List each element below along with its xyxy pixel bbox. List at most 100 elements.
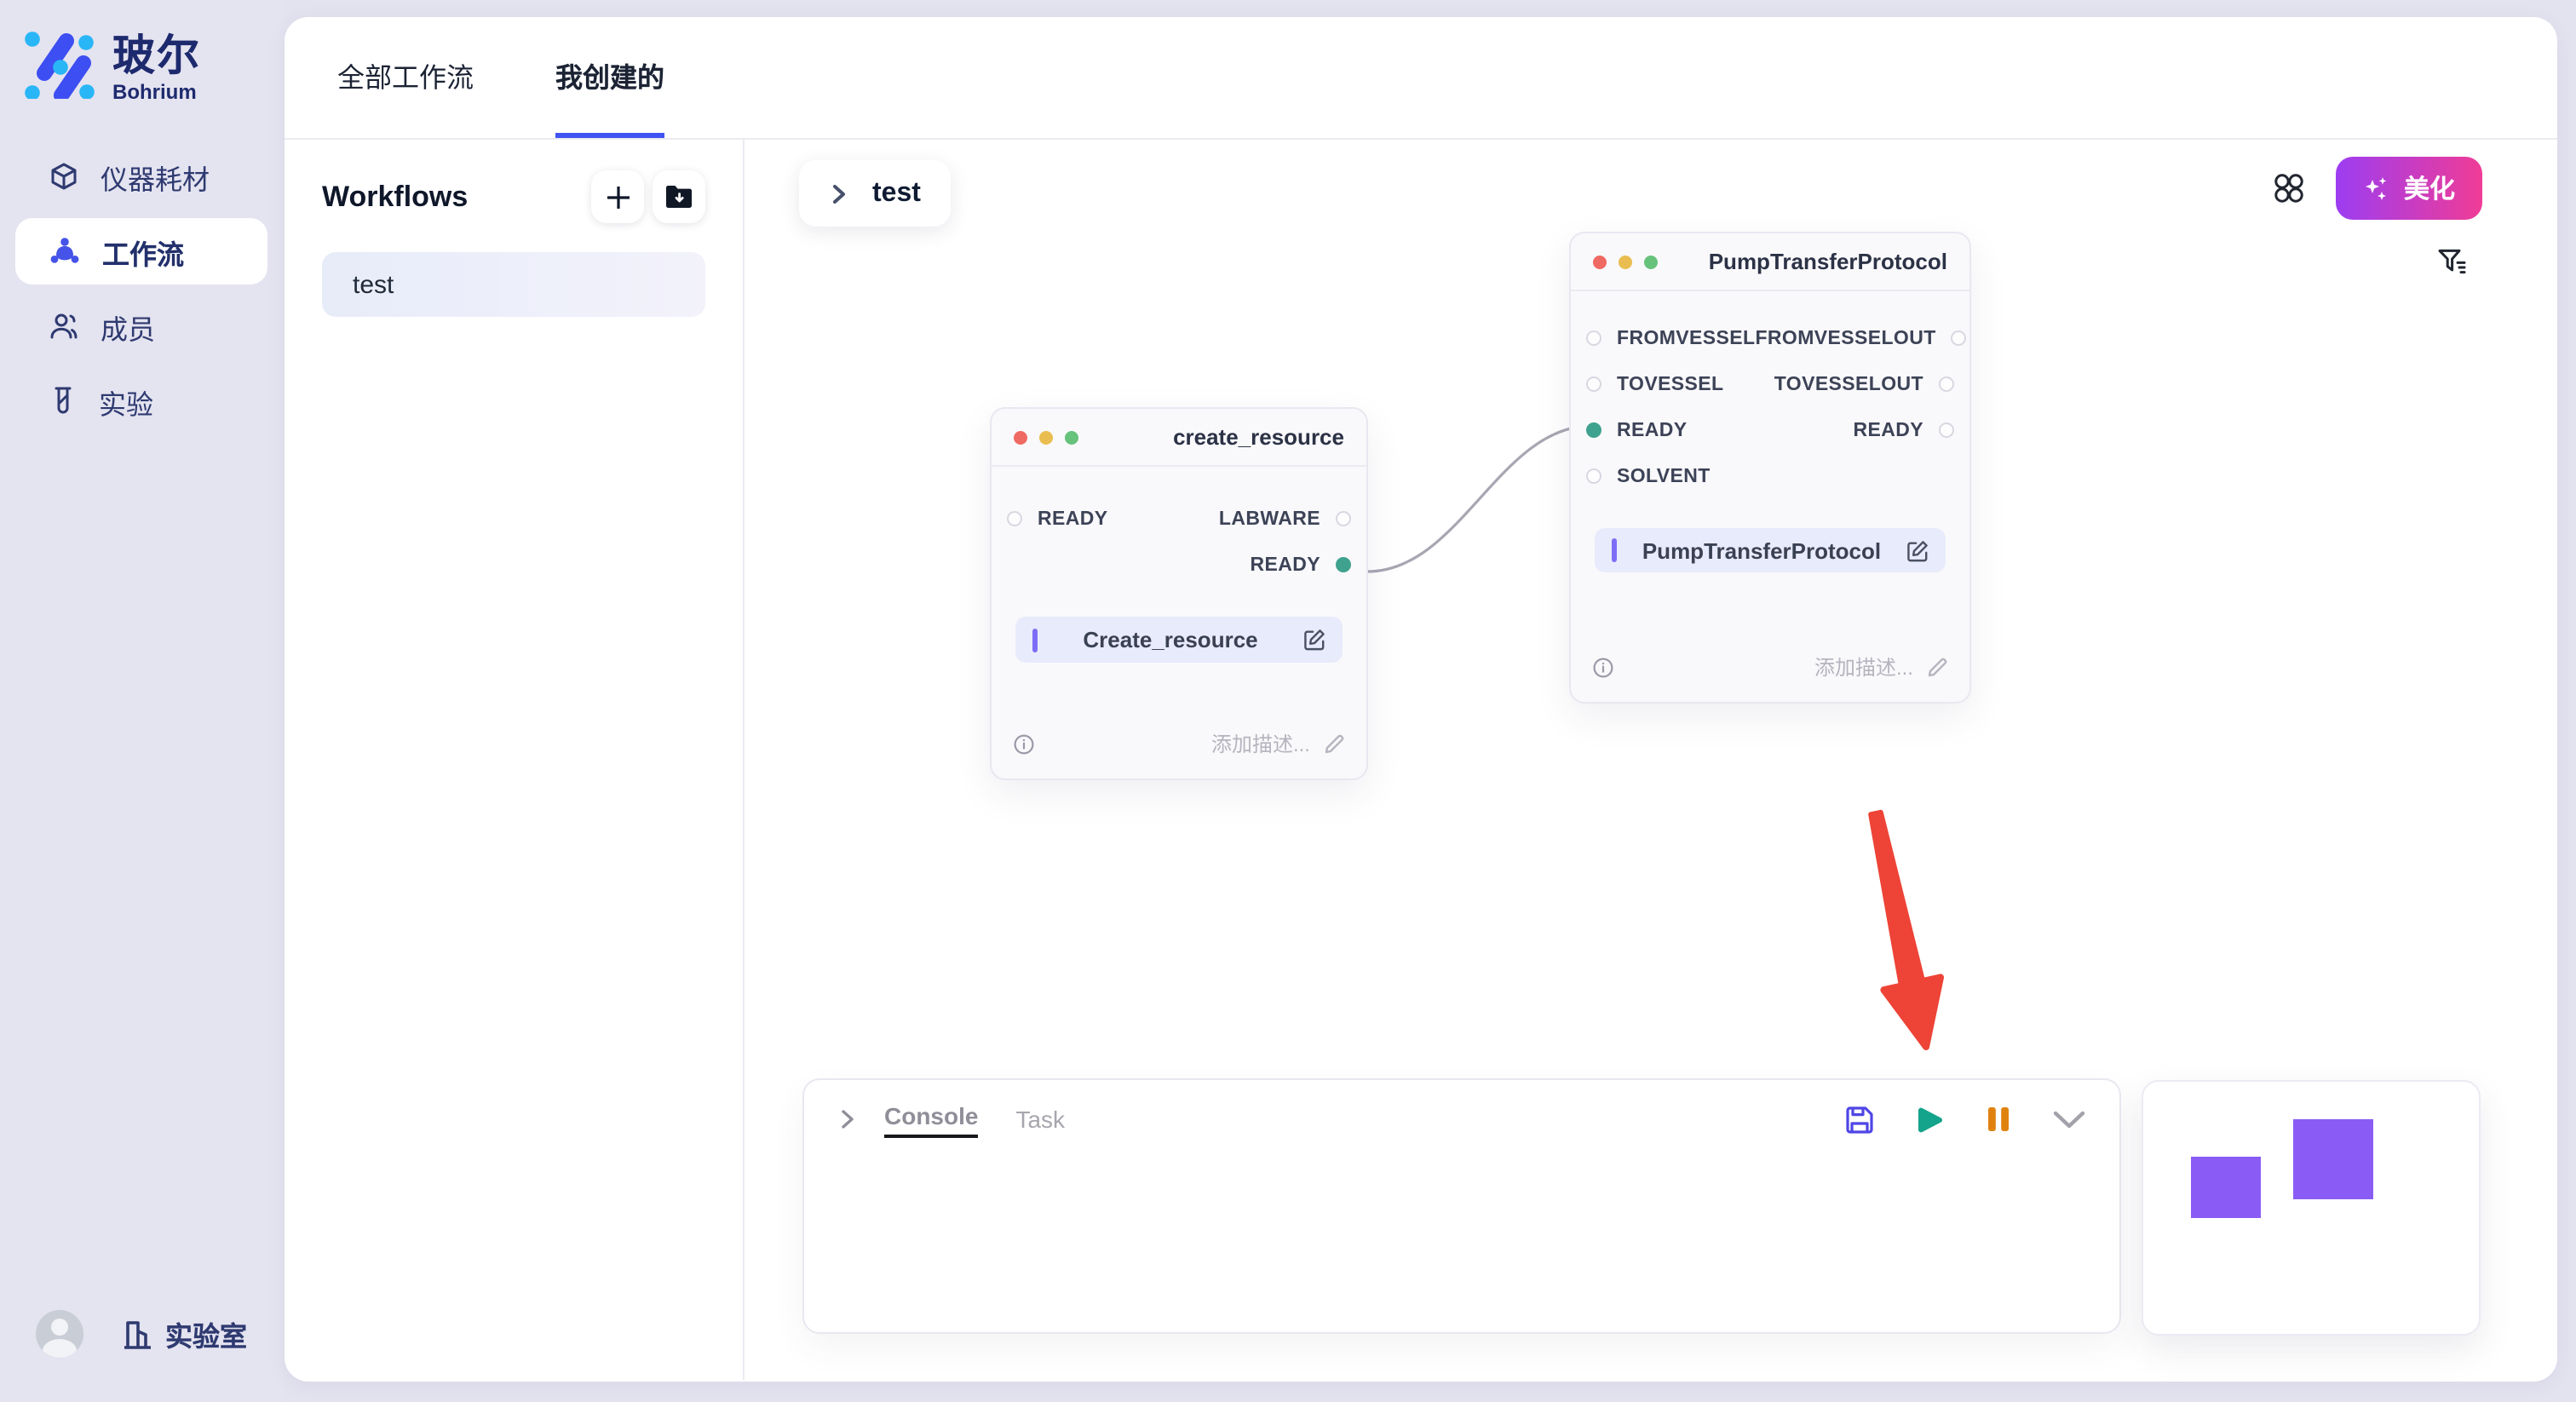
node-description-placeholder[interactable]: 添加描述... (1814, 656, 1913, 680)
output-port[interactable]: LABWARE (1219, 509, 1351, 529)
port-label: READY (1250, 554, 1320, 575)
edit-icon[interactable] (1906, 539, 1929, 561)
building-icon (124, 1320, 151, 1348)
minimap[interactable] (2142, 1080, 2481, 1336)
port-label: LABWARE (1218, 509, 1320, 529)
info-icon[interactable] (1593, 657, 1613, 677)
port-label: READY (1617, 420, 1688, 440)
lab-switcher[interactable]: 实验室 (121, 1313, 247, 1354)
port-label: TOVESSELOUT (1774, 374, 1923, 394)
node-action-button[interactable]: Create_resource (1015, 617, 1343, 663)
brand-name-en: Bohrium (112, 80, 197, 104)
run-button[interactable] (1917, 1105, 1944, 1134)
workflow-icon (50, 238, 79, 263)
light-yellow (1039, 430, 1053, 444)
input-port[interactable]: TOVESSEL (1586, 374, 1724, 394)
node-pump-transfer-protocol[interactable]: PumpTransferProtocol FROMVESSEL FROMVESS… (1569, 232, 1971, 704)
sidebar-item-label: 成员 (101, 316, 156, 345)
collapse-panel-button[interactable] (2053, 1110, 2085, 1129)
add-workflow-button[interactable] (591, 170, 644, 223)
input-port[interactable]: READY (1007, 509, 1108, 529)
sidebar-item-label: 实验 (99, 391, 154, 420)
sidebar-item-label: 工作流 (102, 241, 185, 270)
sparkles-icon (2365, 176, 2387, 199)
brand-name-zh: 玻尔 (112, 32, 202, 80)
port-dot-connected[interactable] (1336, 557, 1351, 572)
tab-my-created[interactable]: 我创建的 (555, 17, 665, 138)
port-dot[interactable] (1939, 422, 1954, 438)
sidebar-menu: 仪器耗材 工作流 成员 实验 (0, 143, 283, 443)
edit-icon[interactable] (1303, 629, 1325, 651)
breadcrumb[interactable]: test (799, 160, 952, 227)
port-label: FROMVESSELOUT (1755, 328, 1936, 348)
pencil-icon[interactable] (1324, 733, 1344, 754)
collapse-chevron-icon[interactable] (838, 1109, 857, 1129)
pause-icon (1988, 1107, 2009, 1131)
workflow-tabbar: 全部工作流 我创建的 (285, 17, 2557, 140)
port-dot-connected[interactable] (1586, 422, 1601, 438)
beautify-label: 美化 (2403, 175, 2455, 204)
caret-bar (1612, 538, 1617, 562)
port-dot[interactable] (1951, 330, 1967, 346)
node-description-placeholder[interactable]: 添加描述... (1210, 733, 1310, 756)
input-port[interactable]: SOLVENT (1586, 466, 1711, 486)
tab-all-workflows[interactable]: 全部工作流 (337, 65, 474, 94)
import-workflow-button[interactable] (653, 170, 705, 223)
output-port[interactable]: READY (1853, 420, 1954, 440)
port-dot[interactable] (1586, 376, 1601, 392)
port-dot[interactable] (1586, 468, 1601, 484)
layout-grid-icon[interactable] (2273, 172, 2305, 204)
filter-button[interactable] (2438, 249, 2467, 284)
output-port[interactable]: READY (1250, 554, 1351, 575)
user-avatar[interactable] (36, 1310, 83, 1358)
input-port[interactable]: FROMVESSEL (1586, 328, 1755, 348)
workflow-canvas[interactable]: test 美化 (745, 140, 2557, 1380)
port-label: SOLVENT (1617, 466, 1711, 486)
sidebar-item-members[interactable]: 成员 (15, 293, 267, 359)
light-green (1644, 255, 1658, 268)
node-action-button[interactable]: PumpTransferProtocol (1595, 528, 1946, 572)
sidebar-item-label: 仪器耗材 (101, 166, 210, 195)
input-port[interactable]: READY (1586, 420, 1688, 440)
node-action-label: Create_resource (1083, 627, 1258, 652)
sidebar-item-workflow[interactable]: 工作流 (15, 218, 267, 284)
light-red (1593, 255, 1607, 268)
output-port[interactable]: FROMVESSELOUT (1755, 328, 1967, 348)
pause-button[interactable] (1987, 1106, 2010, 1133)
workflows-title: Workflows (322, 180, 469, 212)
play-icon (1918, 1106, 1942, 1132)
sidebar-item-consumables[interactable]: 仪器耗材 (15, 143, 267, 210)
console-tab[interactable]: Console (884, 1101, 979, 1137)
chevron-down-icon (2053, 1110, 2085, 1128)
output-port[interactable]: TOVESSELOUT (1774, 374, 1954, 394)
traffic-lights (1014, 430, 1078, 444)
light-red (1014, 430, 1027, 444)
minimap-node (2293, 1119, 2373, 1199)
members-icon (50, 313, 78, 339)
sidebar-item-experiments[interactable]: 实验 (15, 368, 267, 434)
save-button[interactable] (1845, 1105, 1874, 1134)
workflow-list-item[interactable]: test (322, 252, 705, 317)
light-yellow (1619, 255, 1632, 268)
traffic-lights (1593, 255, 1658, 268)
info-icon[interactable] (1014, 733, 1034, 754)
sidebar: 玻尔 Bohrium 仪器耗材 工作流 (0, 0, 283, 1402)
node-create-resource[interactable]: create_resource READY LABWARE (990, 407, 1368, 780)
port-dot[interactable] (1939, 376, 1954, 392)
caret-bar (1032, 628, 1038, 652)
minimap-node (2191, 1157, 2261, 1218)
testtube-icon (55, 386, 72, 413)
node-title: PumpTransferProtocol (1708, 249, 1947, 274)
workflows-panel: Workflows (285, 140, 745, 1380)
port-dot[interactable] (1586, 330, 1601, 346)
filter-icon (2438, 249, 2466, 274)
sidebar-footer: 实验室 (36, 1310, 247, 1358)
pencil-icon[interactable] (1927, 657, 1947, 677)
plus-icon (607, 186, 629, 208)
task-tab[interactable]: Task (1015, 1106, 1066, 1133)
beautify-button[interactable]: 美化 (2335, 157, 2482, 220)
port-dot[interactable] (1336, 511, 1351, 526)
port-label: TOVESSEL (1617, 374, 1724, 394)
port-dot[interactable] (1007, 511, 1022, 526)
